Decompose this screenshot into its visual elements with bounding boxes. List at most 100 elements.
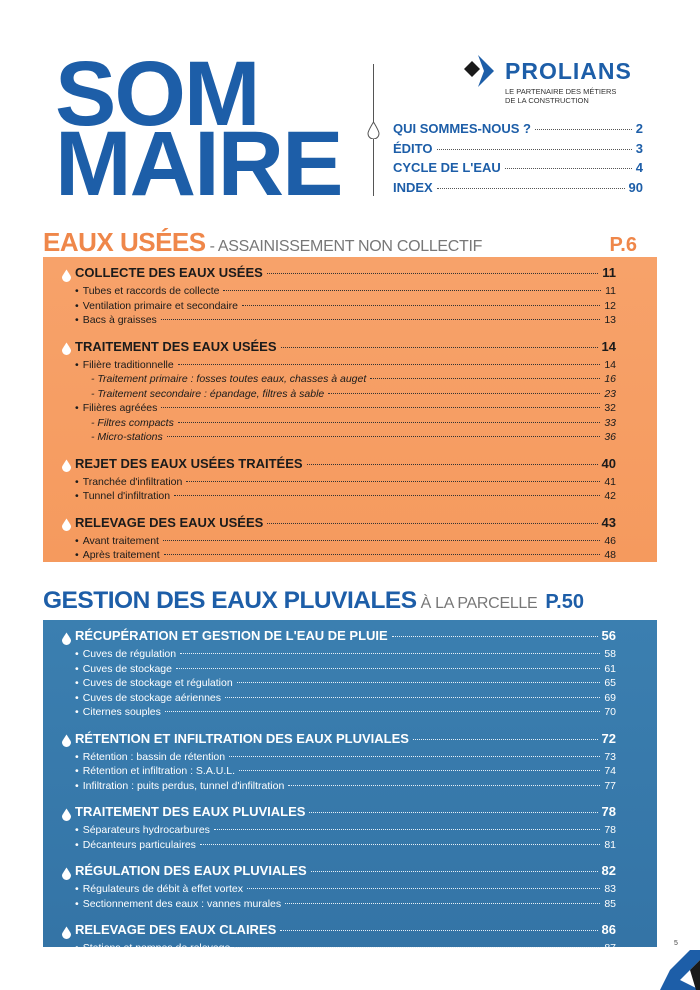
entry-page: 78 [604,824,616,836]
item-entry: Après traitement 48 [61,549,616,564]
entry-label: Cuves de régulation [82,648,177,660]
brand: PROLIANS [505,58,632,84]
item-entry: Avant traitement 46 [61,535,616,550]
entry-label: RELEVAGE DES EAUX USÉES [75,514,264,530]
toc-group: RELEVAGE DES EAUX USÉES 43 Avant traitemen… [61,515,616,564]
leader [391,636,598,637]
leader [213,829,601,830]
item-entry: Rétention : bassin de rétention 73 [61,751,616,766]
section-title: GESTION DES EAUX PLUVIALES [43,587,417,614]
item-entry: Ventilation primaire et secondaire 12 [61,300,616,315]
group-entry: COLLECTE DES EAUX USÉES 11 [61,265,616,285]
title-line: SOM [55,43,261,145]
entry-label: Rétention et infiltration : S.A.U.L. [82,765,236,777]
leader [266,273,599,274]
entry-label: Ventilation primaire et secondaire [82,299,238,312]
subitem-entry: Traitement secondaire : épandage, filtre… [61,388,616,403]
entry-label: QUI SOMMES-NOUS ? [393,121,531,136]
group-entry: REJET DES EAUX USÉES TRAITÉES 40 [61,456,616,476]
toc-group: TRAITEMENT DES EAUX USÉES14Filière tradi… [61,339,616,446]
intro-entry: INDEX 90 [393,180,643,200]
entry-page: 11 [605,285,616,297]
toc-group: COLLECTE DES EAUX USÉES11Tubes et raccor… [61,265,616,329]
logo-mark [464,55,494,87]
group-entry: RÉCUPÉRATION ET GESTION DE L'EAU DE PLUI… [61,628,616,648]
entry-label: TRAITEMENT DES EAUX PLUVIALES [75,804,306,819]
entry-label: Stations et pompes de relevage [82,942,231,954]
leader [241,304,601,306]
entry-page: 87 [604,942,616,954]
leader [310,871,598,872]
entry-label: Sectionnement des eaux : vannes murales [82,897,282,910]
toc-group: RÉGULATION DES EAUX PLUVIALES 82 Régulateu… [61,863,616,912]
entry-label: Décanteurs particulaires [82,838,196,851]
entry-page: 74 [604,765,616,777]
leader [280,346,598,348]
entry-page: 2 [635,121,643,136]
leader [177,421,601,423]
section-box: RÉCUPÉRATION ET GESTION DE L'EAU DE PLUI… [43,620,657,954]
entry-label: Tranchée d'infiltration [82,475,183,488]
section-subtitle: - ASSAINISSEMENT NON COLLECTIF [209,238,483,255]
leader [199,843,601,845]
section-title: EAUX USÉES [43,227,206,257]
entry-page: 48 [604,549,616,561]
drop-icon [62,867,71,880]
leader [247,888,601,889]
item-entry: Filières agréées 32 [61,402,616,417]
entry-page: 72 [601,730,616,746]
subitem-entry: Micro-stations 36 [61,431,616,446]
item-entry: Tubes et raccords de collecte 11 [61,285,616,300]
entry-label: COLLECTE DES EAUX USÉES [75,265,263,280]
entry-page: 16 [604,373,616,385]
drop-icon [62,632,71,645]
toc-group: RÉTENTION ET INFILTRATION DES EAUX PLUVI… [61,731,616,795]
title-line: MAIRE [55,113,343,215]
entry-page: 14 [604,358,616,371]
entry-label: Cuves de stockage aériennes [82,691,222,704]
entry-page: 90 [628,179,643,195]
entry-label: ÉDITO [393,140,433,156]
drop-icon [62,459,71,472]
item-entry: Sectionnement des eaux : vannes murales 8… [61,898,616,913]
entry-page: 69 [604,691,616,704]
group-entry: RELEVAGE DES EAUX USÉES 43 [61,515,616,535]
entry-page: 82 [601,863,616,878]
leader [223,290,602,291]
item-entry: Citernes souples 70 [61,706,616,721]
leader [180,653,601,654]
leader [234,947,601,948]
drop-icon [62,926,71,939]
section-heading: GESTION DES EAUX PLUVIALES À LA PARCELLE… [43,587,637,615]
entry-label: Citernes souples [82,706,161,718]
leader [412,738,598,740]
leader [370,378,601,379]
leader [436,148,632,150]
item-entry: Rétention et infiltration : S.A.U.L. 74 [61,765,616,780]
leader [306,463,598,465]
intro-entry: QUI SOMMES-NOUS ? 2 [393,121,643,141]
section-page: P.50 [545,591,584,613]
tagline: DE LA CONSTRUCTION [505,96,589,105]
leader [436,187,625,189]
entry-page: 3 [635,140,643,156]
item-entry: Tunnel d'infiltration 42 [61,490,616,505]
entry-page: 56 [601,628,616,643]
entry-label: Tubes et raccords de collecte [82,285,220,297]
leader [163,554,601,555]
entry-label: RÉTENTION ET INFILTRATION DES EAUX PLUVI… [75,730,409,746]
entry-label: Avant traitement [82,534,159,547]
leader [166,436,601,437]
entry-page: 32 [604,402,616,414]
section-heading: EAUX USÉES - ASSAINISSEMENT NON COLLECTI… [43,227,637,258]
entry-label: Traitement primaire : fosses toutes eaux… [97,373,367,385]
entry-label: Bacs à graisses [82,314,157,326]
entry-label: Traitement secondaire : épandage, filtre… [97,387,325,400]
toc-group: TRAITEMENT DES EAUX PLUVIALES78Séparateu… [61,804,616,853]
entry-page: 78 [601,804,616,819]
leader [504,168,632,169]
entry-label: RELEVAGE DES EAUX CLAIRES [75,922,277,937]
entry-page: 73 [604,750,616,763]
page-number: 5 [674,940,678,947]
group-entry: TRAITEMENT DES EAUX USÉES 14 [61,339,616,359]
